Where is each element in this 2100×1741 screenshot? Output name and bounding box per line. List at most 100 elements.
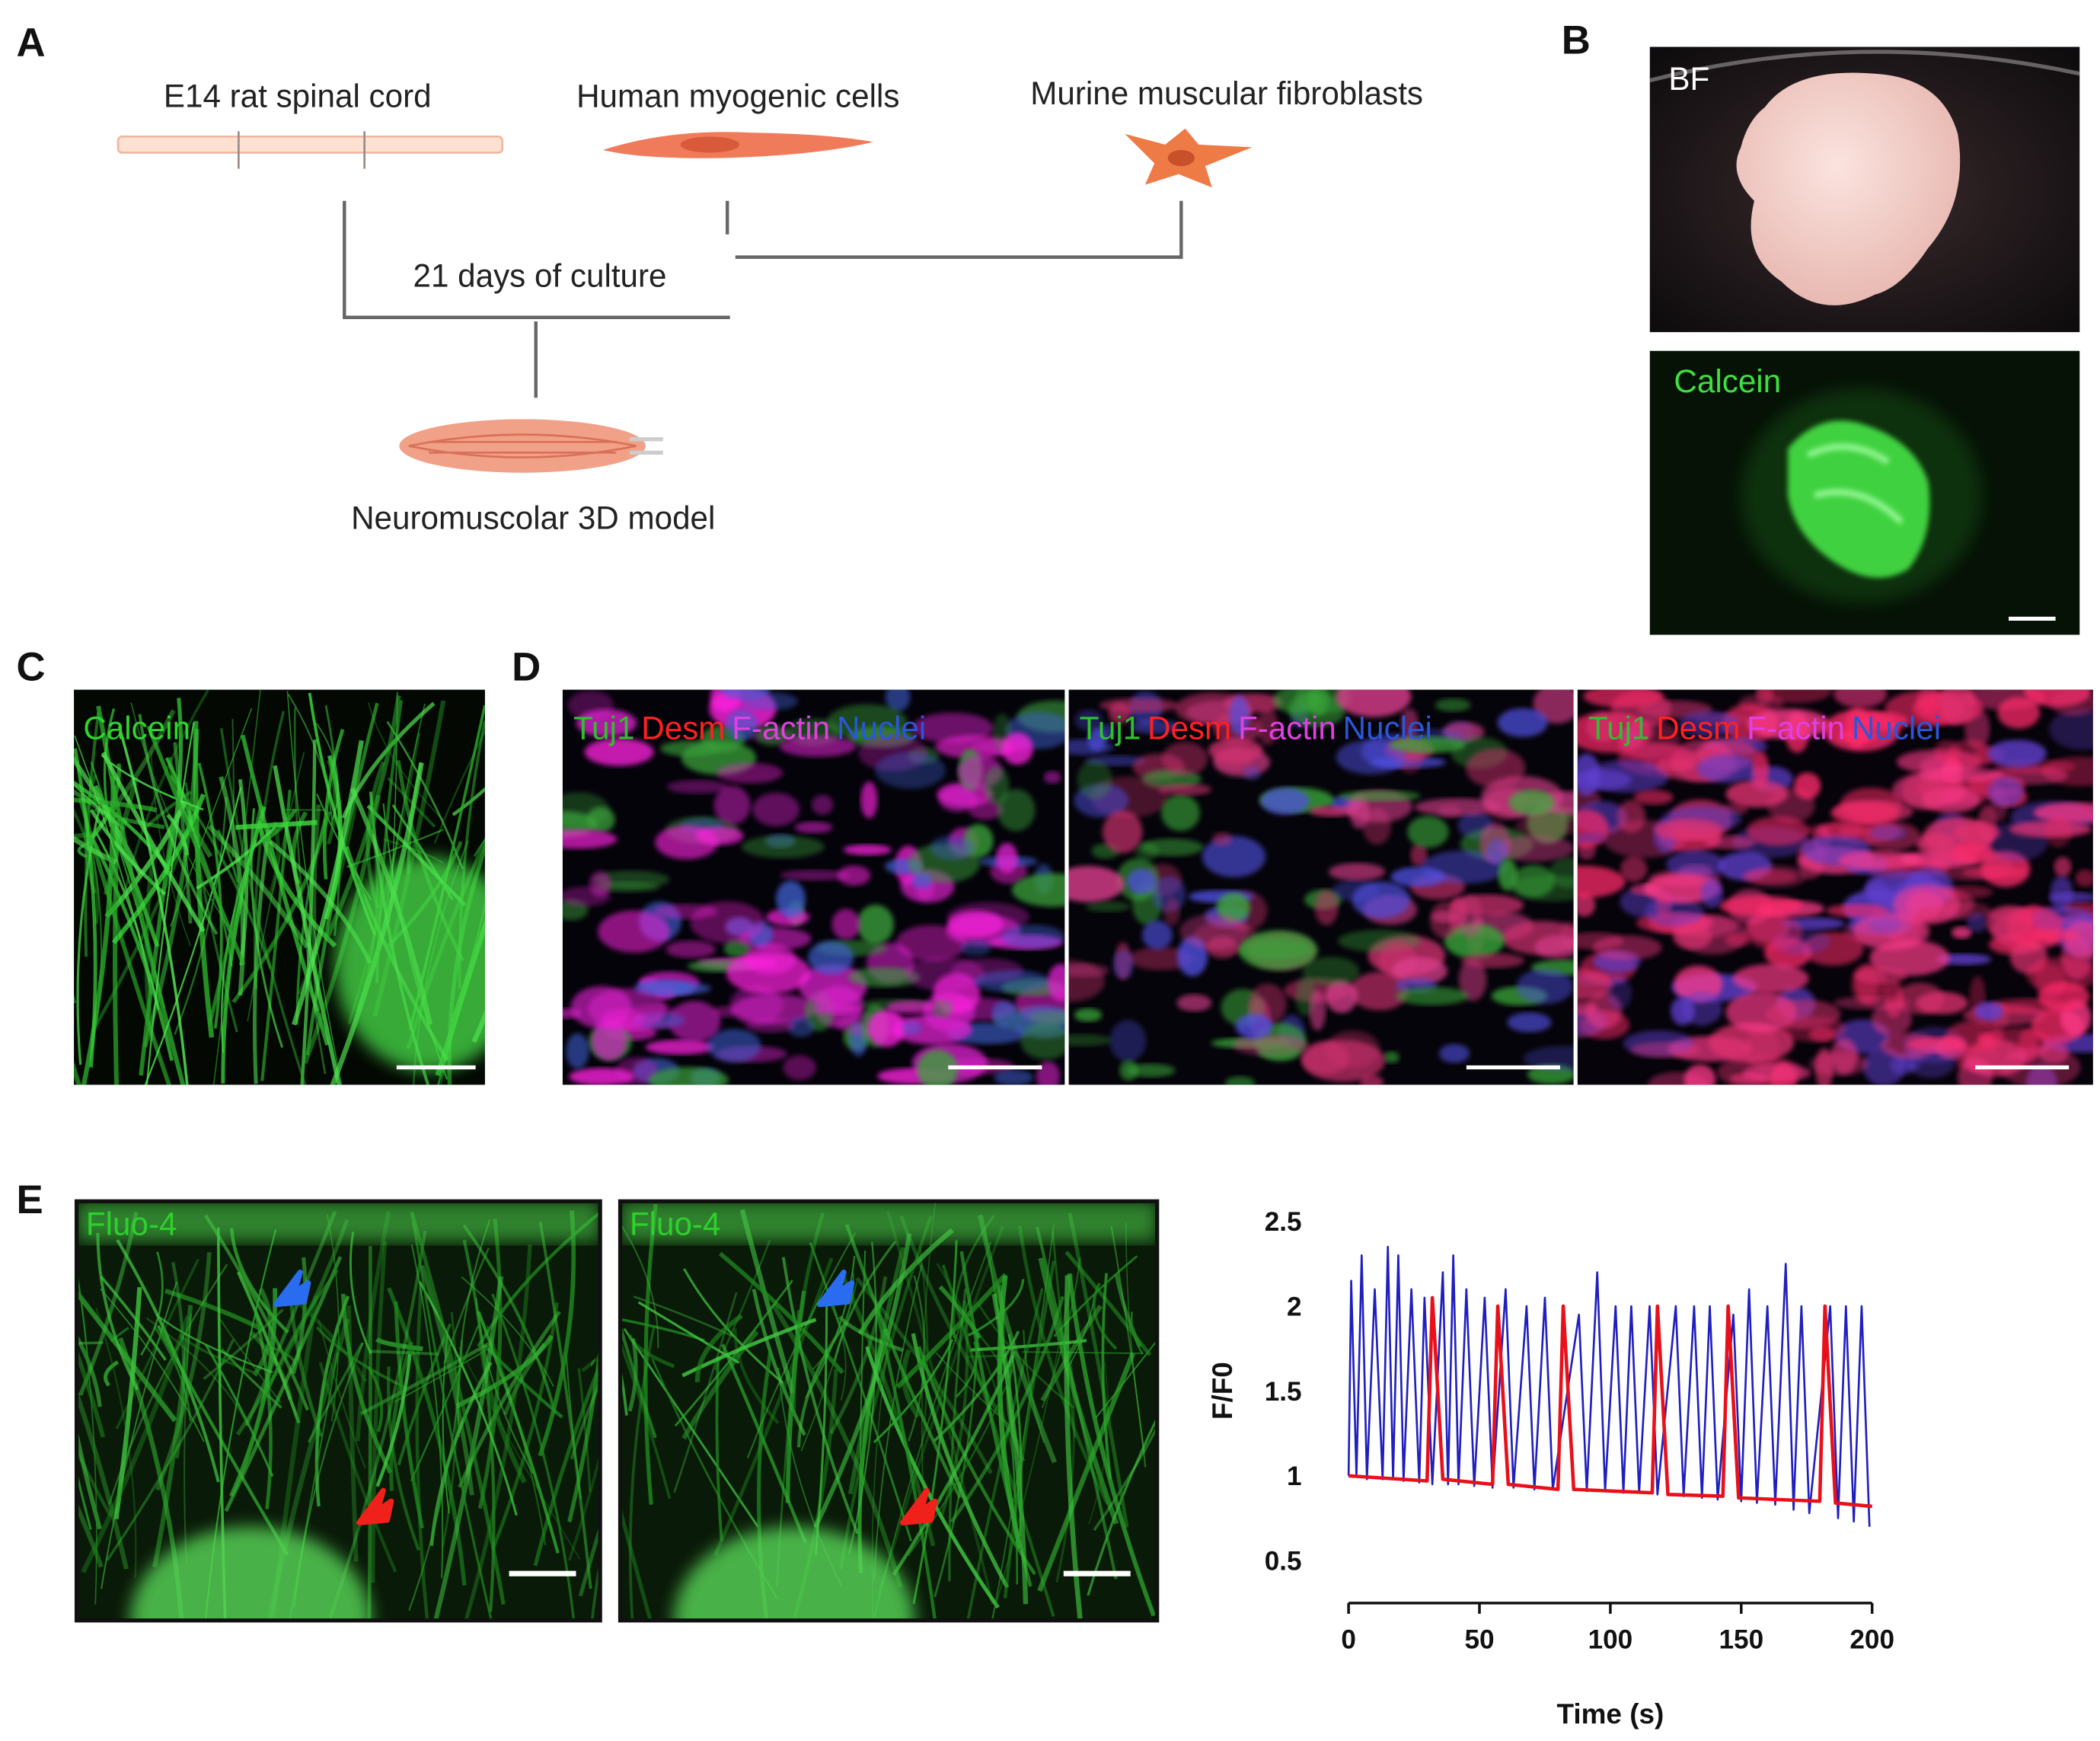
cell — [1211, 832, 1233, 847]
cell — [744, 944, 796, 975]
fiber — [997, 1275, 1023, 1549]
fiber — [623, 1327, 759, 1528]
cell — [1534, 934, 1574, 960]
cell — [1435, 698, 1471, 712]
cell — [660, 740, 721, 757]
cell — [666, 780, 729, 794]
cell — [2049, 708, 2093, 750]
cell — [2048, 891, 2093, 903]
fiber — [341, 1293, 392, 1474]
fiber — [805, 1256, 856, 1399]
arrow — [356, 1487, 394, 1525]
cell — [1229, 695, 1250, 736]
fiber — [1068, 1212, 1129, 1528]
fiber — [155, 1252, 212, 1491]
cell — [1162, 742, 1208, 776]
cell — [1257, 707, 1278, 745]
panel-e — [74, 1199, 1160, 1623]
panel-label: B — [1562, 18, 1591, 62]
fiber — [714, 1239, 771, 1371]
fiber — [76, 1468, 92, 1530]
cell — [886, 1000, 936, 1014]
cell — [1844, 708, 1870, 749]
fiber — [1036, 1226, 1118, 1580]
cell — [1213, 746, 1253, 771]
cell — [1834, 689, 1888, 708]
cell — [1918, 767, 2004, 782]
tissue — [1787, 420, 1930, 578]
cell — [1586, 712, 1621, 742]
frame — [618, 1199, 1160, 1623]
cell — [1977, 804, 1997, 842]
fiber — [145, 722, 195, 1085]
fiber — [139, 818, 176, 1076]
cell — [1349, 972, 1409, 1011]
fiber — [153, 1326, 192, 1421]
fiber — [442, 1311, 458, 1548]
fiber — [620, 1362, 628, 1416]
cell — [1933, 740, 1961, 764]
cell — [726, 709, 758, 741]
cell — [794, 821, 833, 834]
result-label: Neuromuscolar 3D model — [351, 500, 715, 536]
cell — [1047, 963, 1065, 1001]
cell — [1805, 823, 1872, 838]
dish-rim — [1649, 50, 2080, 83]
cell — [912, 871, 932, 890]
cell — [1794, 772, 1821, 800]
fiber — [375, 1337, 423, 1352]
fiber — [117, 726, 189, 1085]
fiber — [327, 759, 337, 845]
fiber — [941, 1264, 1055, 1617]
cell — [1383, 1051, 1399, 1064]
fiber — [1130, 1311, 1144, 1355]
cell — [576, 709, 637, 737]
fiber — [76, 1446, 113, 1518]
cell — [917, 1049, 959, 1085]
fiber — [138, 714, 219, 935]
cell — [811, 794, 834, 815]
fiber — [74, 994, 77, 1004]
cell — [645, 1039, 714, 1055]
cell — [1766, 999, 1841, 1030]
image-label: Tuj1 Desm F-actin Nuclei — [1588, 711, 1941, 746]
fiber — [825, 1296, 847, 1401]
cell — [1126, 868, 1157, 895]
cell — [939, 786, 978, 812]
stain-label: F-actin — [1238, 711, 1336, 746]
fiber — [1067, 1273, 1156, 1617]
fiber — [408, 1340, 463, 1611]
cell — [1582, 689, 1664, 708]
cell — [1809, 1052, 1869, 1076]
panel-d — [562, 689, 2093, 1085]
fiber — [74, 797, 158, 813]
fiber — [948, 1289, 967, 1582]
cell — [1747, 708, 1830, 740]
fiber — [461, 1276, 554, 1387]
fiber — [111, 793, 206, 944]
fiber — [874, 1305, 937, 1621]
fiber — [475, 1298, 534, 1474]
fiber — [1087, 1415, 1157, 1596]
fiber — [197, 762, 223, 1029]
fiber — [113, 1286, 142, 1520]
cell — [1680, 992, 1722, 1026]
fiber — [627, 1334, 675, 1369]
tissue-fold — [1806, 443, 1904, 525]
cell — [1235, 1013, 1273, 1040]
cell — [1243, 766, 1261, 781]
fiber — [371, 1241, 388, 1583]
cell — [1725, 932, 1751, 947]
fiber — [273, 765, 341, 1085]
cell — [732, 993, 817, 1024]
cell — [1939, 689, 1976, 725]
cell — [1742, 1063, 1811, 1082]
cell — [1987, 998, 2070, 1014]
fiber — [491, 1293, 576, 1621]
arrow — [817, 1270, 855, 1308]
fiber — [1037, 1352, 1136, 1592]
cell — [716, 762, 784, 784]
cell — [713, 1005, 737, 1018]
cell — [1336, 689, 1412, 717]
fiber — [220, 728, 307, 1085]
